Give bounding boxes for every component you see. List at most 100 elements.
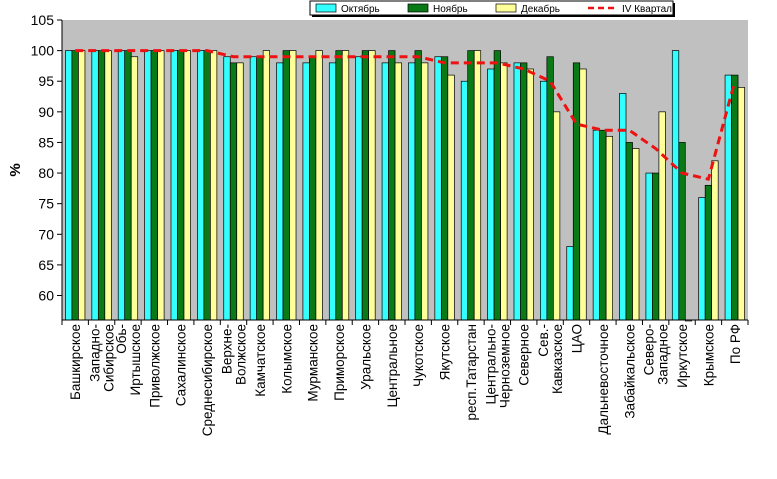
bar-1-6 (197, 50, 205, 321)
category-label-2-line-2: Сибирское (102, 324, 117, 392)
bar-2-15 (440, 56, 449, 321)
quarter-line-layer (75, 49, 737, 181)
bar-2-23 (652, 172, 660, 321)
category-label-25: Крымское (701, 324, 716, 386)
category-label-24-line-1: Иркутское (675, 324, 690, 388)
category-label-26-line-1: По РФ (728, 324, 743, 364)
bar-1-24 (671, 50, 680, 321)
bar-3-22 (632, 148, 640, 321)
bar-1-17 (487, 68, 495, 321)
bar-2-5 (177, 50, 185, 321)
bar-2-6 (203, 50, 211, 321)
category-label-21-line-1: Дальневосточное (596, 324, 611, 435)
bar-3-20 (579, 68, 587, 321)
bar-1-11 (328, 62, 337, 321)
bar-2-25 (704, 184, 713, 321)
category-label-7-line-1: Верхне- (220, 324, 235, 374)
category-label-5-line-1: Сахалинское (174, 324, 189, 406)
category-label-14-line-1: Чукотское (411, 324, 426, 387)
y-tick-label-70: 70 (38, 226, 54, 242)
category-label-2-line-1: Западно- (88, 324, 103, 382)
category-label-11-line-1: Приморское (332, 324, 347, 401)
category-label-23-line-2: Западное (656, 324, 671, 385)
bar-3-11 (341, 50, 350, 321)
bar-3-10 (315, 50, 323, 321)
bar-1-5 (170, 50, 178, 321)
quarter-line (75, 49, 737, 181)
bar-1-2 (91, 50, 99, 321)
bar-3-16 (473, 50, 482, 321)
bar-3-12 (368, 50, 376, 321)
category-label-16-line-1: респ.Татарстан (464, 324, 479, 420)
bar-2-1 (71, 50, 79, 321)
category-label-26: По РФ (728, 324, 743, 364)
legend-label-3: Декабрь (521, 3, 560, 15)
legend-swatch-2 (407, 3, 429, 13)
category-label-7-line-2: Волжское (234, 324, 249, 385)
bar-1-22 (619, 93, 627, 321)
bar-3-26 (737, 86, 745, 321)
legend: Октябрь Ноябрь Декабрь IV Квартал (309, 0, 675, 17)
bar-3-14 (421, 62, 429, 321)
bar-1-4 (144, 50, 152, 321)
bar-2-21 (599, 129, 607, 321)
legend-box (309, 0, 674, 16)
category-label-12: Уральское (358, 324, 373, 390)
category-label-1-line-1: Башкирское (68, 324, 83, 400)
category-label-18-line-1: Северное (517, 324, 532, 386)
bar-1-14 (408, 62, 416, 321)
category-label-2: Западно-Сибирское (88, 324, 117, 392)
category-label-3-line-2: Иртышское (128, 324, 143, 395)
bar-2-4 (150, 50, 158, 321)
legend-swatch-3 (495, 3, 517, 13)
category-label-15: Якутское (438, 324, 453, 380)
category-label-4: Приволжское (147, 324, 162, 408)
category-label-7: Верхне-Волжское (220, 324, 249, 385)
bar-1-9 (276, 62, 284, 321)
bar-3-2 (104, 50, 112, 321)
y-tick-label-105: 105 (31, 12, 55, 28)
category-label-16: респ.Татарстан (464, 324, 479, 420)
x-axis: Башкирское Западно-СибирскоеОбь-Иртышское… (61, 319, 749, 436)
bar-1-3 (117, 50, 126, 321)
category-label-22: Забайкальское (622, 324, 637, 419)
bar-3-6 (210, 50, 218, 321)
bar-1-20 (566, 246, 574, 321)
category-label-10: Мурманское (306, 324, 321, 402)
category-label-4-line-1: Приволжское (147, 324, 162, 408)
category-label-1: Башкирское (68, 324, 83, 400)
category-label-10-line-1: Мурманское (306, 324, 321, 402)
category-label-3: Обь-Иртышское (114, 324, 143, 395)
bar-2-7 (229, 62, 238, 321)
category-label-13: Центральное (385, 324, 400, 408)
bar-2-10 (309, 56, 317, 321)
category-label-23: Северо-Западное (642, 324, 671, 385)
bar-3-15 (447, 74, 455, 321)
y-tick-label-65: 65 (38, 257, 54, 273)
bar-3-7 (236, 62, 244, 321)
legend-label-2: Ноябрь (433, 3, 468, 15)
category-label-23-line-1: Северо- (642, 324, 657, 375)
bar-2-11 (335, 50, 343, 321)
bar-1-16 (460, 80, 469, 321)
bar-2-8 (256, 56, 264, 321)
category-label-19: Сев.-Кавказское (536, 324, 565, 394)
bar-1-15 (434, 56, 442, 321)
y-tick-label-80: 80 (38, 165, 54, 181)
bar-2-13 (388, 50, 396, 321)
legend-swatch-1 (315, 3, 337, 13)
bar-3-23 (658, 111, 666, 321)
category-label-22-line-1: Забайкальское (622, 324, 637, 419)
plot-area (62, 20, 748, 320)
category-label-20-line-1: ЦАО (570, 324, 585, 353)
bar-2-17 (493, 50, 501, 321)
bar-2-9 (282, 50, 290, 321)
category-label-18: Северное (517, 324, 532, 386)
bar-3-9 (289, 50, 297, 321)
bar-3-17 (500, 62, 508, 321)
bar-3-3 (130, 56, 139, 321)
legend-label-4: IV Квартал (622, 4, 672, 15)
bar-2-22 (625, 142, 633, 321)
bar-1-10 (302, 62, 310, 321)
